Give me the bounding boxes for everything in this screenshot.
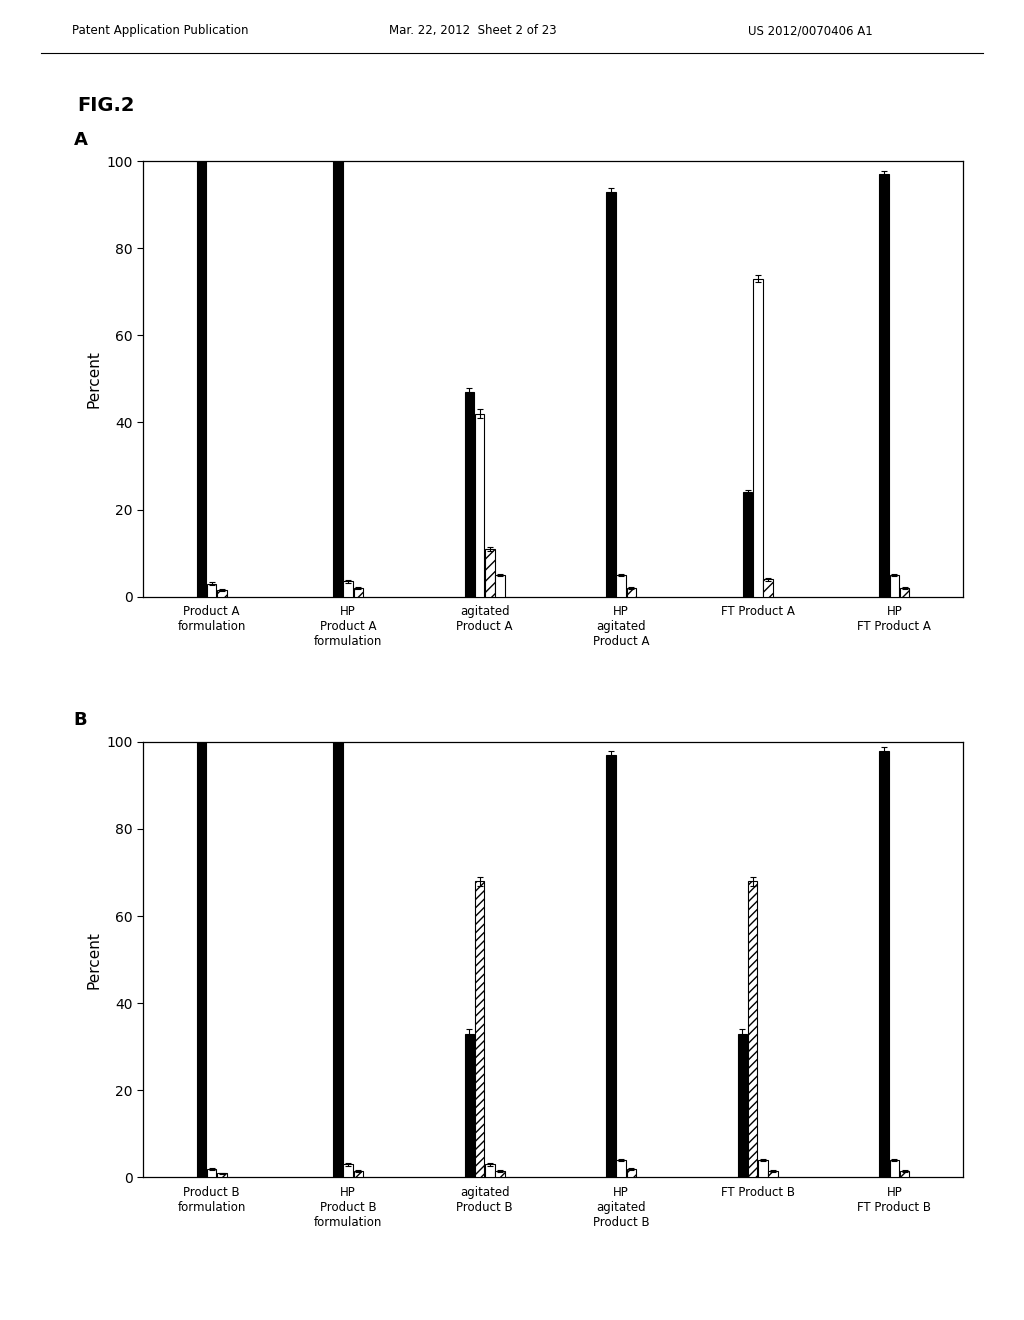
Bar — [207, 1168, 216, 1177]
Bar — [627, 587, 636, 597]
Bar — [485, 1164, 495, 1177]
Bar — [343, 1164, 353, 1177]
Bar — [217, 1173, 226, 1177]
Bar — [475, 413, 484, 597]
Text: Mar. 22, 2012  Sheet 2 of 23: Mar. 22, 2012 Sheet 2 of 23 — [389, 24, 557, 37]
Bar — [606, 755, 615, 1177]
Bar — [880, 174, 889, 597]
Bar — [333, 742, 343, 1177]
Bar — [880, 751, 889, 1177]
Bar — [606, 191, 615, 597]
Bar — [900, 1171, 909, 1177]
Bar — [890, 576, 899, 597]
Bar — [616, 1160, 626, 1177]
Bar — [207, 583, 216, 597]
Bar — [890, 1160, 899, 1177]
Bar — [496, 576, 505, 597]
Bar — [758, 1160, 768, 1177]
Bar — [900, 587, 909, 597]
Bar — [753, 279, 763, 597]
Bar — [748, 882, 758, 1177]
Y-axis label: Percent: Percent — [86, 931, 101, 989]
Bar — [197, 161, 206, 597]
Bar — [763, 579, 773, 597]
Text: Patent Application Publication: Patent Application Publication — [72, 24, 248, 37]
Y-axis label: Percent: Percent — [86, 350, 101, 408]
Text: US 2012/0070406 A1: US 2012/0070406 A1 — [748, 24, 872, 37]
Bar — [353, 1171, 364, 1177]
Bar — [465, 392, 474, 597]
Bar — [197, 742, 206, 1177]
Text: A: A — [74, 131, 88, 149]
Bar — [353, 587, 364, 597]
Bar — [475, 882, 484, 1177]
Bar — [627, 1168, 636, 1177]
Bar — [343, 581, 353, 597]
Bar — [616, 576, 626, 597]
Bar — [737, 1034, 748, 1177]
Text: FIG.2: FIG.2 — [77, 96, 134, 115]
Bar — [333, 161, 343, 597]
Bar — [742, 492, 753, 597]
Bar — [465, 1034, 474, 1177]
Bar — [217, 590, 226, 597]
Text: B: B — [74, 711, 87, 730]
Bar — [485, 549, 495, 597]
Bar — [496, 1171, 505, 1177]
Bar — [768, 1171, 778, 1177]
